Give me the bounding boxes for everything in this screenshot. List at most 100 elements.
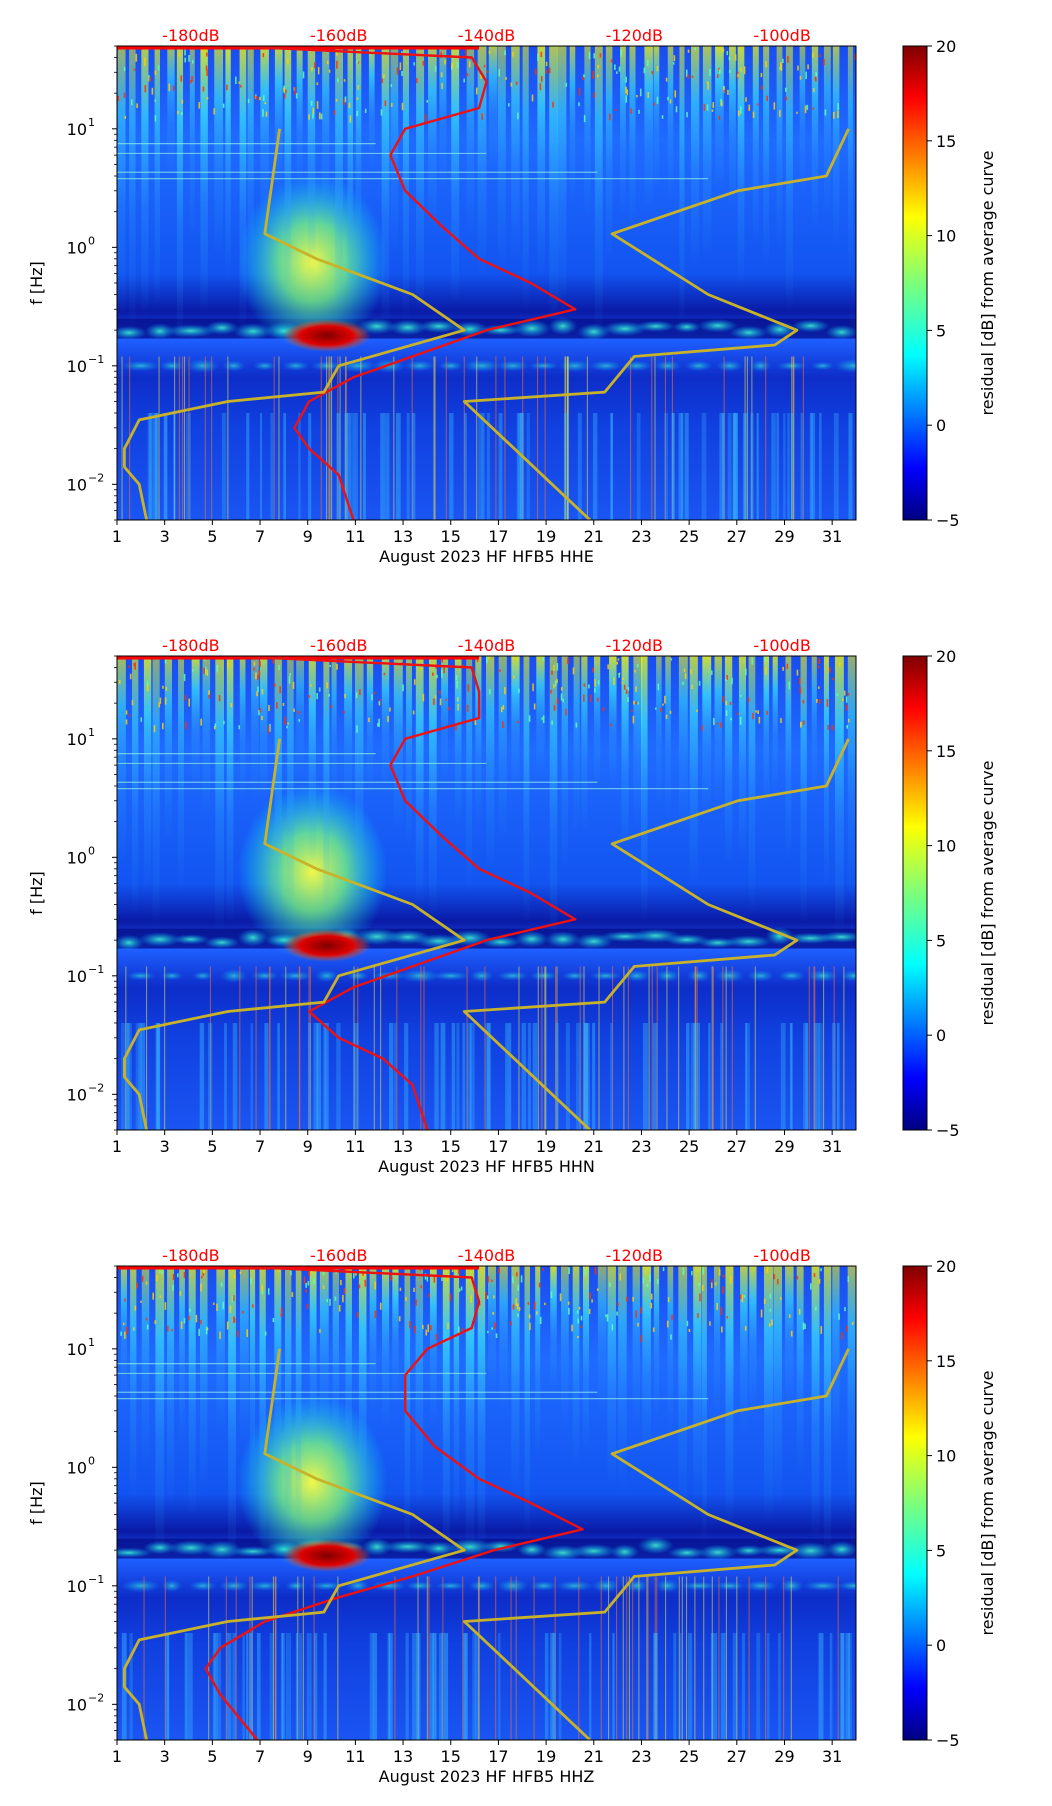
low-freq-streak <box>671 412 676 520</box>
low-freq-streak <box>355 412 358 520</box>
speckle <box>377 723 379 727</box>
speckle <box>259 96 261 101</box>
microseism-patch <box>418 319 460 333</box>
microseism-patch <box>789 1541 832 1560</box>
speckle <box>618 672 620 678</box>
speckle <box>374 1281 376 1290</box>
speckle <box>716 74 719 78</box>
y-tick-exponent: 1 <box>88 726 95 739</box>
speckle <box>246 1329 249 1337</box>
low-freq-streak <box>306 1632 312 1740</box>
speckle <box>356 60 359 64</box>
speckle <box>516 720 519 724</box>
microseism-patch <box>729 325 768 340</box>
speckle <box>282 702 285 706</box>
speckle <box>837 102 839 111</box>
speckle <box>670 658 673 661</box>
speckle <box>318 687 321 692</box>
speckle <box>597 680 600 685</box>
speckle <box>123 92 126 98</box>
low-freq-streak <box>841 1632 845 1740</box>
speckle <box>691 75 694 78</box>
speckle <box>675 106 678 113</box>
speckle <box>401 102 404 111</box>
speckle <box>278 1269 280 1272</box>
speckle <box>356 1312 359 1318</box>
low-freq-streak <box>803 1022 808 1130</box>
speckle <box>303 1276 306 1285</box>
speckle <box>820 1268 822 1272</box>
speckle <box>287 722 289 725</box>
x-tick-label: 21 <box>584 1747 604 1766</box>
speckle <box>336 60 338 69</box>
diurnal-streak <box>799 46 806 198</box>
secondary-patch <box>438 360 464 371</box>
speckle <box>288 675 291 684</box>
speckle <box>326 1299 328 1303</box>
speckle <box>666 1320 669 1328</box>
speckle <box>264 102 267 105</box>
speckle <box>538 1282 541 1288</box>
speckle <box>476 657 479 663</box>
speckle <box>687 49 690 53</box>
speckle <box>610 59 613 63</box>
diurnal-streak <box>701 1266 707 1547</box>
speckle <box>707 82 709 90</box>
secondary-patch <box>654 360 681 372</box>
speckle <box>433 1275 436 1283</box>
diurnal-streak <box>536 656 545 778</box>
low-freq-streak <box>837 1022 840 1130</box>
speckle <box>670 1334 672 1340</box>
speckle <box>259 660 261 667</box>
low-freq-streak <box>671 412 675 520</box>
speckle <box>728 56 731 61</box>
low-freq-streak <box>521 1022 527 1130</box>
diurnal-streak <box>176 46 184 342</box>
speckle <box>504 687 506 695</box>
speckle <box>316 82 319 86</box>
speckle <box>716 1302 718 1311</box>
speckle <box>327 60 329 65</box>
speckle <box>667 96 669 101</box>
speckle <box>626 89 629 96</box>
low-freq-streak <box>155 412 159 520</box>
low-freq-streak <box>727 412 732 520</box>
speckle <box>161 722 164 730</box>
speckle <box>701 725 703 731</box>
low-freq-streak <box>322 1022 326 1130</box>
speckle <box>356 725 358 733</box>
diurnal-streak <box>621 656 629 853</box>
speckle <box>131 700 134 706</box>
speckle <box>206 669 209 676</box>
speckle <box>202 86 205 92</box>
speckle <box>622 677 624 680</box>
speckle <box>784 87 787 92</box>
secondary-patch <box>404 360 435 372</box>
speckle <box>720 722 722 728</box>
colorbar-tick-label: −5 <box>936 1121 960 1140</box>
diurnal-streak <box>274 46 283 194</box>
low-freq-streak <box>380 412 385 520</box>
speckle <box>326 682 329 689</box>
low-freq-streak <box>412 1632 417 1740</box>
speckle <box>616 1311 618 1316</box>
x-tick-label: 5 <box>207 1137 217 1156</box>
speckle <box>803 720 805 725</box>
speckle <box>124 1298 126 1302</box>
speckle <box>238 725 241 730</box>
low-freq-streak <box>845 1632 850 1740</box>
low-freq-streak <box>610 412 613 520</box>
speckle <box>290 1270 292 1276</box>
speckle <box>847 718 850 723</box>
speckle <box>214 723 217 728</box>
speckle <box>512 1276 514 1284</box>
colorbar-tick-label: 0 <box>936 1026 946 1045</box>
low-freq-streak <box>610 1022 613 1130</box>
speckle <box>593 53 596 59</box>
speckle <box>322 1285 325 1290</box>
speckle <box>154 70 157 75</box>
speckle <box>295 93 298 99</box>
speckle <box>542 715 545 723</box>
speckle <box>389 707 391 712</box>
x-tick-label: 25 <box>679 527 699 546</box>
